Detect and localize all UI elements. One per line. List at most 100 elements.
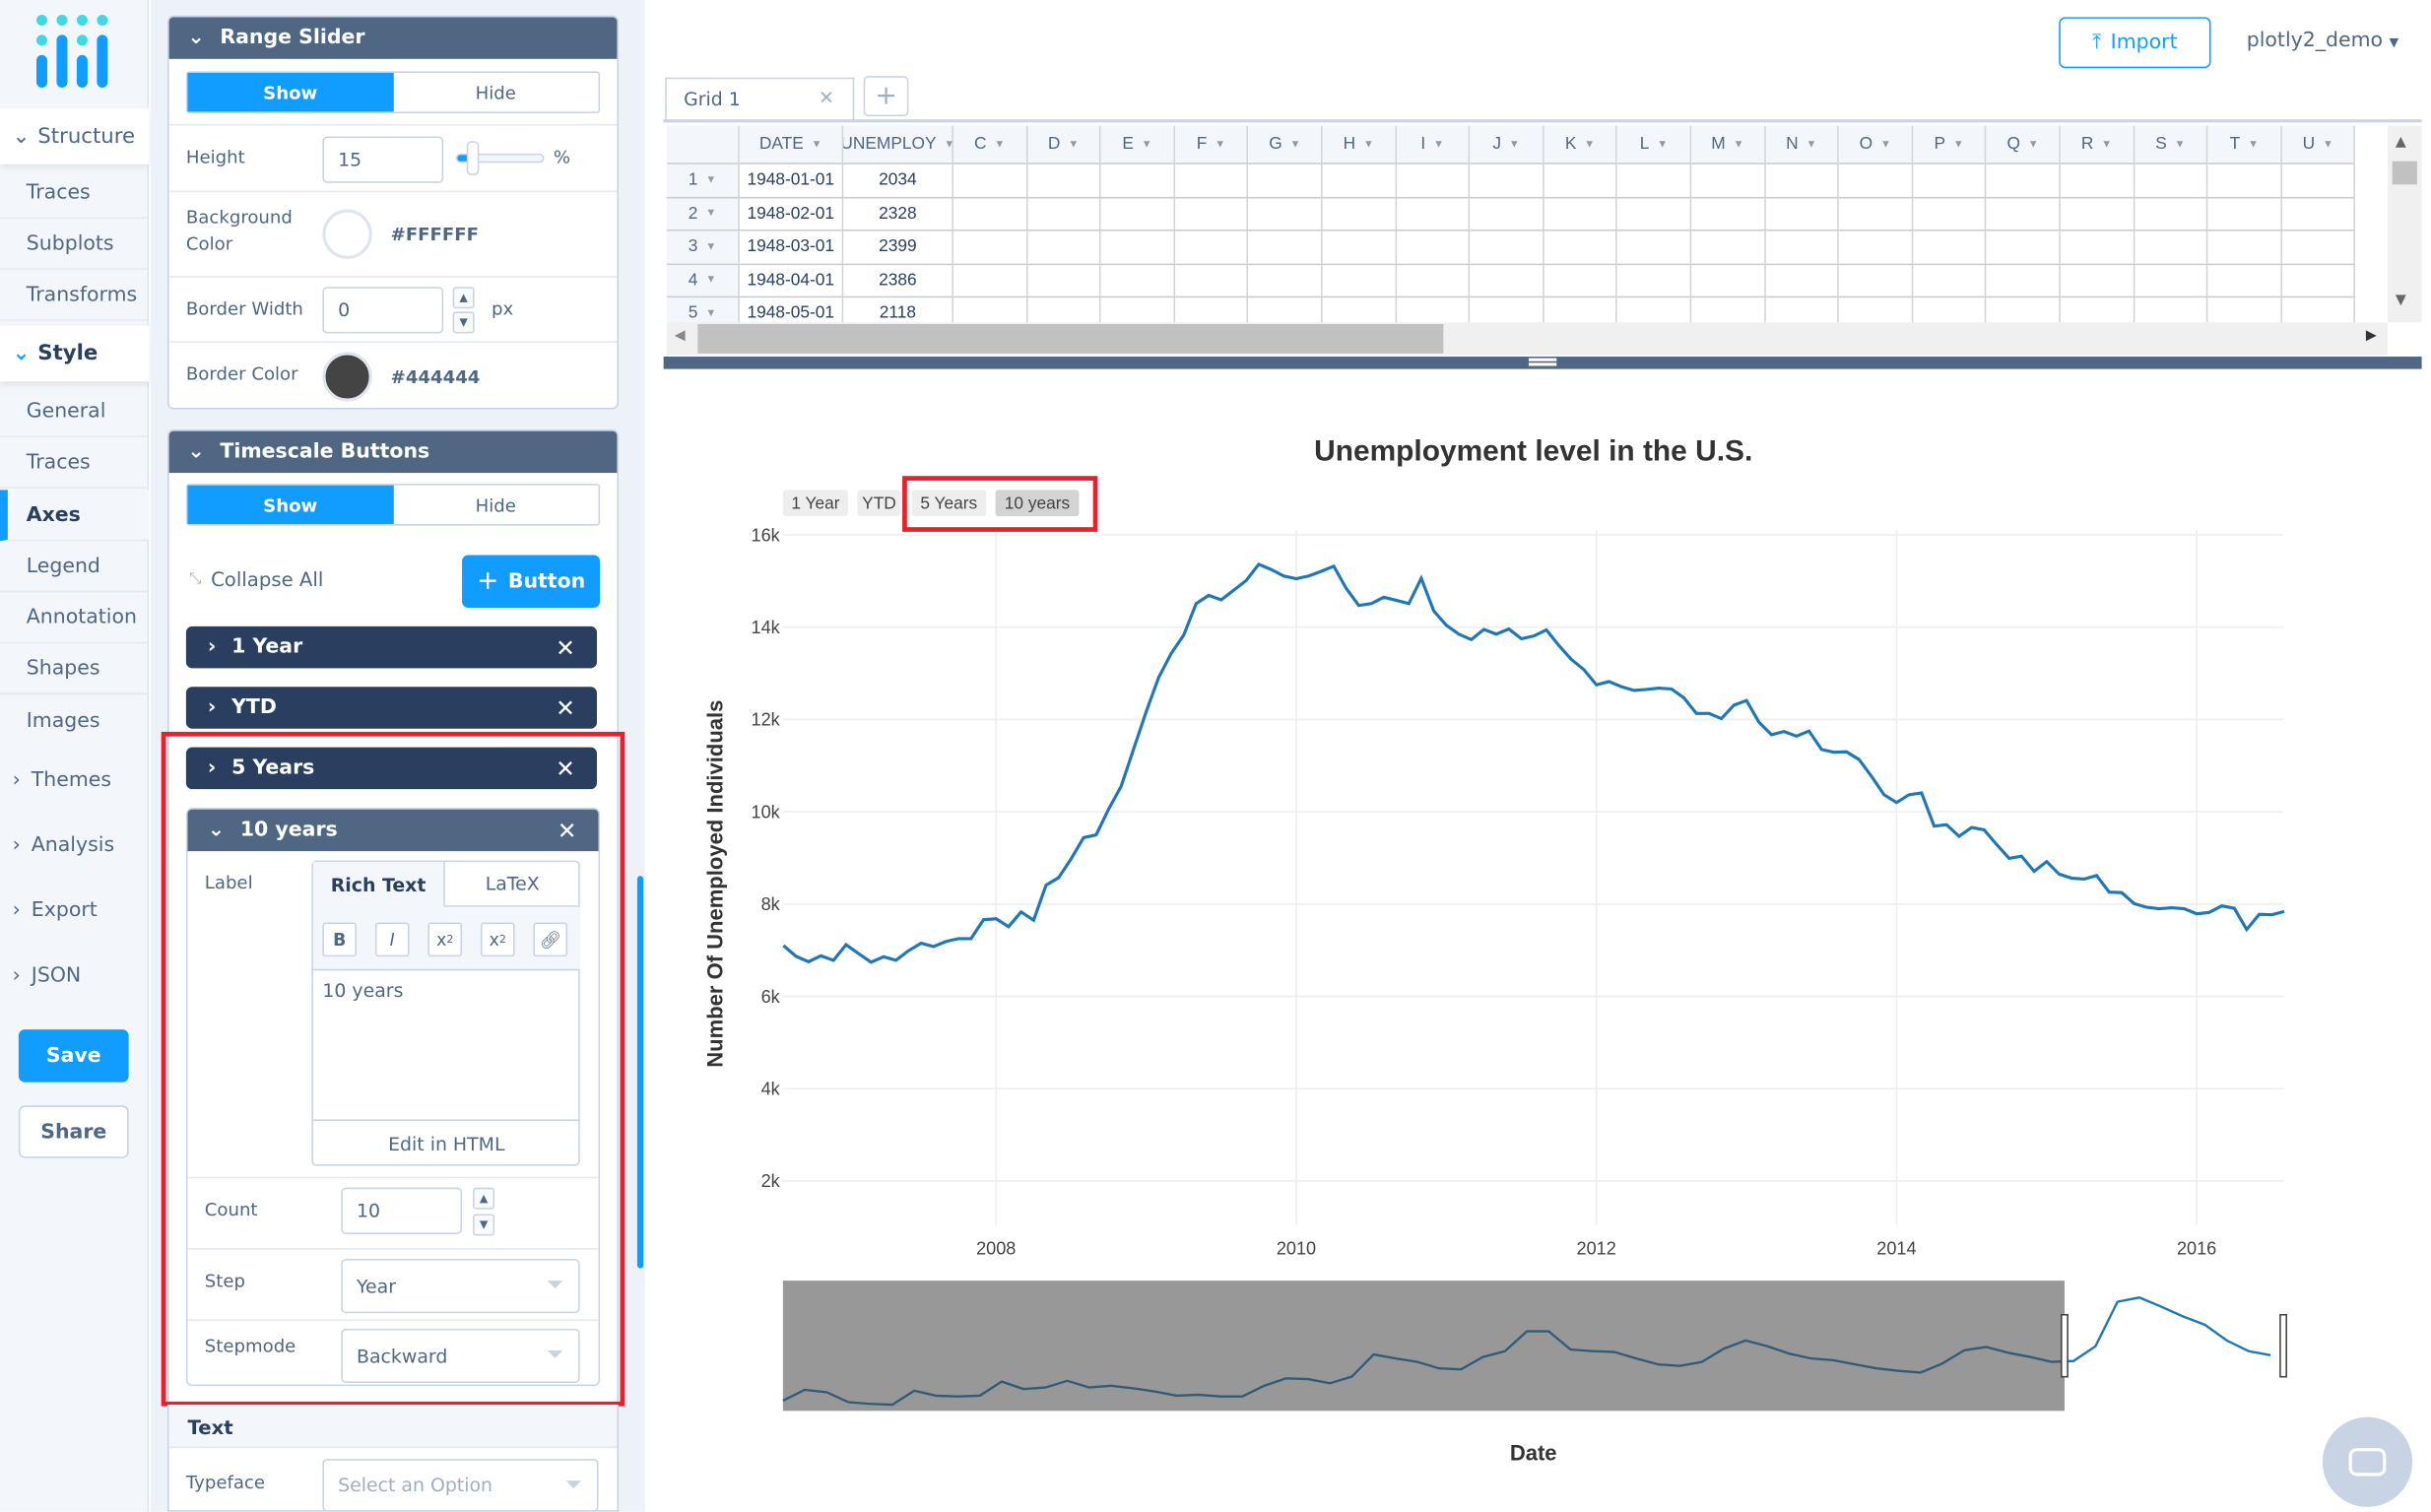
- column-menu-icon[interactable]: ▼: [1508, 138, 1520, 150]
- grid-cell[interactable]: [1691, 230, 1766, 265]
- timescale-show-button[interactable]: Show: [187, 485, 394, 525]
- grid-cell[interactable]: [1617, 164, 1692, 198]
- grid-cell[interactable]: [2207, 230, 2282, 265]
- grid-cell[interactable]: [1544, 297, 1618, 323]
- column-menu-icon[interactable]: ▼: [1806, 138, 1817, 150]
- range-slider-header[interactable]: ⌄ Range Slider: [168, 17, 618, 59]
- column-header[interactable]: U ▼: [2281, 125, 2356, 164]
- scroll-left-icon[interactable]: ◀: [674, 328, 686, 345]
- grid-cell[interactable]: 2328: [843, 197, 954, 231]
- column-menu-icon[interactable]: ▼: [994, 138, 1006, 150]
- nav-item-subplots[interactable]: Subplots: [0, 219, 150, 270]
- grid-cell[interactable]: [1544, 197, 1618, 231]
- grid-cell[interactable]: [1912, 164, 1987, 198]
- step-dropdown[interactable]: Year: [341, 1259, 580, 1314]
- grid-cell[interactable]: [1396, 164, 1471, 198]
- grid-cell[interactable]: [1617, 264, 1692, 298]
- column-header[interactable]: C ▼: [953, 125, 1027, 164]
- grid-vertical-scrollbar[interactable]: ▲ ▼: [2387, 125, 2422, 323]
- grid-cell[interactable]: [2060, 264, 2135, 298]
- grid-cell[interactable]: [1248, 197, 1323, 231]
- timescale-hide-button[interactable]: Hide: [475, 493, 516, 516]
- nav-item-legend[interactable]: Legend: [0, 541, 150, 593]
- grid-cell[interactable]: [953, 297, 1027, 323]
- nav-section-export[interactable]: › Export: [12, 898, 98, 922]
- grid-cell[interactable]: [2208, 297, 2282, 323]
- grid-cell[interactable]: [1839, 264, 1913, 298]
- range-slider-show-button[interactable]: Show: [187, 72, 394, 112]
- grid-cell[interactable]: [2061, 297, 2135, 323]
- column-header[interactable]: R ▼: [2060, 125, 2135, 164]
- row-header[interactable]: 2 ▼: [666, 197, 740, 231]
- column-menu-icon[interactable]: ▼: [1363, 138, 1374, 150]
- column-menu-icon[interactable]: ▼: [2027, 138, 2039, 150]
- column-header[interactable]: N ▼: [1765, 125, 1840, 164]
- scroll-up-icon[interactable]: ▲: [2395, 134, 2406, 151]
- grid-cell[interactable]: [1322, 230, 1397, 265]
- grid-cell[interactable]: [2134, 164, 2208, 198]
- collapse-all-button[interactable]: ⤡ Collapse All: [189, 567, 324, 591]
- grid-cell[interactable]: [953, 230, 1027, 265]
- column-header[interactable]: T ▼: [2207, 125, 2282, 164]
- height-slider-handle[interactable]: [467, 141, 480, 175]
- grid-cell[interactable]: [1027, 297, 1101, 323]
- nav-section-themes[interactable]: › Themes: [12, 767, 112, 792]
- stepmode-dropdown[interactable]: Backward: [341, 1328, 580, 1384]
- background-color-swatch[interactable]: [322, 209, 372, 259]
- column-header[interactable]: P ▼: [1912, 125, 1987, 164]
- grid-cell[interactable]: [1175, 297, 1249, 323]
- grid-cell[interactable]: [1174, 264, 1249, 298]
- grid-cell[interactable]: [1026, 264, 1101, 298]
- grid-cell[interactable]: [1691, 164, 1766, 198]
- grid-cell[interactable]: [2282, 297, 2356, 323]
- grid-cell[interactable]: [1100, 164, 1175, 198]
- grid-cell[interactable]: [1617, 197, 1692, 231]
- grid-cell[interactable]: [1396, 264, 1471, 298]
- grid-cell[interactable]: [1544, 164, 1618, 198]
- grid-cell[interactable]: [2281, 230, 2356, 265]
- column-header[interactable]: O ▼: [1839, 125, 1913, 164]
- grid-cell[interactable]: [2060, 164, 2135, 198]
- column-header[interactable]: G ▼: [1248, 125, 1323, 164]
- grid-cell[interactable]: [1322, 264, 1397, 298]
- close-icon[interactable]: ✕: [556, 693, 575, 722]
- row-header[interactable]: 5 ▼: [666, 297, 740, 323]
- column-menu-icon[interactable]: ▼: [2322, 138, 2333, 150]
- grid-cell[interactable]: [953, 264, 1027, 298]
- nav-item-transforms[interactable]: Transforms: [0, 270, 150, 321]
- row-header[interactable]: 3 ▼: [666, 230, 740, 265]
- column-header[interactable]: UNEMPLOY ▼: [843, 125, 954, 164]
- height-input[interactable]: 15: [322, 136, 444, 183]
- grid-horizontal-scroll-thumb[interactable]: [697, 323, 1444, 354]
- column-menu-icon[interactable]: ▼: [1289, 138, 1301, 150]
- grid-cell[interactable]: [2060, 230, 2135, 265]
- panel-scrollbar[interactable]: [636, 876, 644, 1269]
- range-button-5-years[interactable]: 5 Years: [911, 490, 987, 517]
- grid-cell[interactable]: [1174, 164, 1249, 198]
- timescale-item-10-years-header[interactable]: ⌄ 10 years ✕: [187, 809, 599, 852]
- grid-cell[interactable]: [953, 164, 1027, 198]
- grid-cell[interactable]: [1248, 230, 1323, 265]
- grid-cell[interactable]: [1100, 230, 1175, 265]
- grid-tab[interactable]: Grid 1 ✕: [665, 77, 855, 121]
- grid-cell[interactable]: [1322, 164, 1397, 198]
- tab-rich-text[interactable]: Rich Text: [312, 862, 445, 907]
- nav-item-style-traces[interactable]: Traces: [0, 437, 150, 489]
- column-menu-icon[interactable]: ▼: [2101, 138, 2113, 150]
- user-menu[interactable]: plotly2_demo ▼: [2246, 29, 2399, 53]
- column-header[interactable]: Q ▼: [1986, 125, 2061, 164]
- add-button-button[interactable]: + Button: [462, 555, 601, 609]
- column-header[interactable]: S ▼: [2134, 125, 2208, 164]
- grid-cell[interactable]: 1948-04-01: [739, 264, 844, 298]
- nav-item-images[interactable]: Images: [26, 709, 100, 734]
- grid-cell[interactable]: 1948-01-01: [739, 164, 844, 198]
- column-menu-icon[interactable]: ▼: [944, 139, 952, 150]
- grid-cell[interactable]: [1691, 197, 1766, 231]
- grid-cell[interactable]: [1986, 164, 2061, 198]
- grid-vertical-scroll-thumb[interactable]: [2392, 161, 2417, 185]
- link-icon[interactable]: 🔗︎: [533, 922, 568, 957]
- typeface-dropdown[interactable]: Select an Option: [322, 1459, 599, 1512]
- column-header[interactable]: K ▼: [1544, 125, 1618, 164]
- nav-item-general[interactable]: General: [0, 386, 150, 437]
